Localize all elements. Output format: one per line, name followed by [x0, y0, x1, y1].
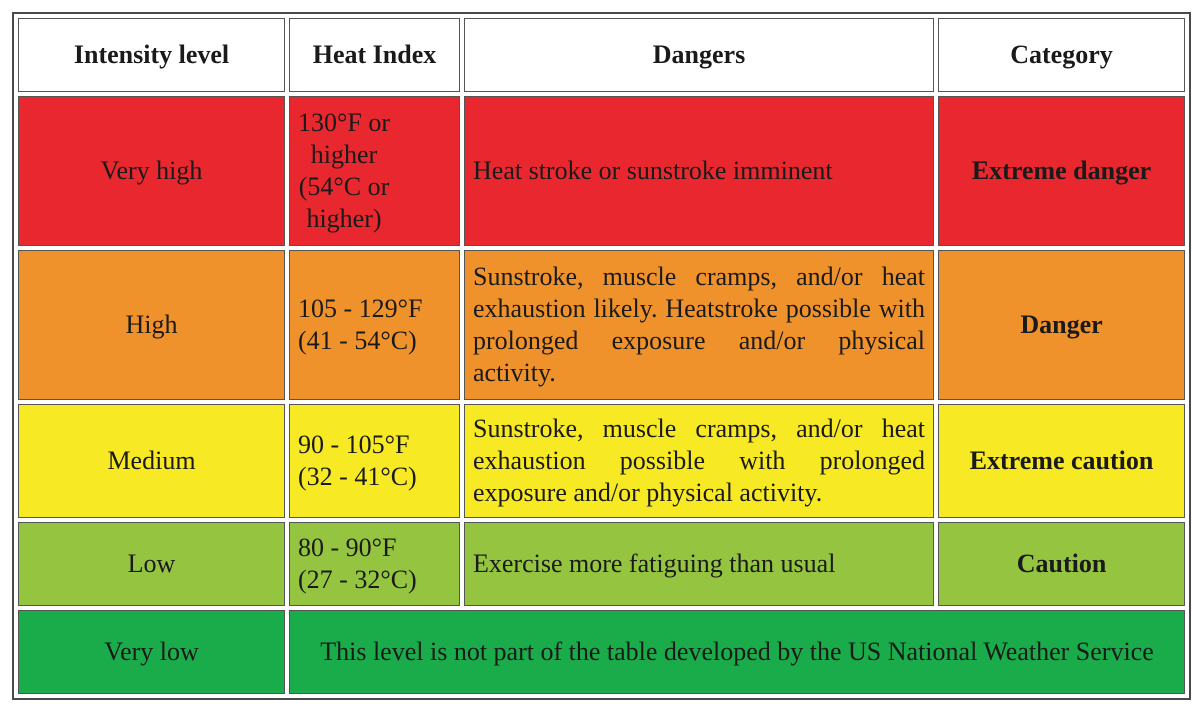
category-cell: Extreme danger [938, 96, 1185, 246]
dangers-cell: Exercise more fatiguing than usual [464, 522, 934, 606]
intensity-level-cell: Medium [18, 404, 285, 518]
intensity-level-cell: High [18, 250, 285, 400]
table-row: High 105 - 129°F (41 - 54°C) Sunstroke, … [18, 250, 1185, 400]
very-low-note: This level is not part of the table deve… [289, 610, 1185, 694]
heat-index-value: 130°F or higher (54°C or higher) [298, 107, 390, 235]
intensity-level-cell: Very low [18, 610, 285, 694]
heat-index-line: 90 - 105°F [298, 430, 410, 459]
heat-index-cell: 90 - 105°F (32 - 41°C) [289, 404, 460, 518]
heat-index-cell: 105 - 129°F (41 - 54°C) [289, 250, 460, 400]
header-row: Intensity level Heat Index Dangers Categ… [18, 18, 1185, 92]
header-category: Category [938, 18, 1185, 92]
dangers-cell: Sunstroke, muscle cramps, and/or heat ex… [464, 404, 934, 518]
heat-index-line: 130°F or [298, 108, 391, 137]
heat-index-table: Intensity level Heat Index Dangers Categ… [12, 12, 1191, 700]
heat-index-line: (32 - 41°C) [298, 462, 417, 491]
header-heat-index: Heat Index [289, 18, 460, 92]
header-intensity-level: Intensity level [18, 18, 285, 92]
intensity-level-cell: Very high [18, 96, 285, 246]
heat-index-line: higher) [306, 204, 382, 233]
heat-index-line: 105 - 129°F [298, 294, 423, 323]
table-row-very-low: Very low This level is not part of the t… [18, 610, 1185, 694]
dangers-cell: Sunstroke, muscle cramps, and/or heat ex… [464, 250, 934, 400]
table-row: Medium 90 - 105°F (32 - 41°C) Sunstroke,… [18, 404, 1185, 518]
heat-index-line: (54°C or [298, 172, 390, 201]
table-row: Very high 130°F or higher (54°C or highe… [18, 96, 1185, 246]
header-dangers: Dangers [464, 18, 934, 92]
heat-index-line: higher [310, 140, 378, 169]
heat-index-line: 80 - 90°F [298, 533, 397, 562]
heat-index-cell: 130°F or higher (54°C or higher) [289, 96, 460, 246]
category-cell: Extreme caution [938, 404, 1185, 518]
heat-index-line: (41 - 54°C) [298, 326, 417, 355]
dangers-cell: Heat stroke or sunstroke imminent [464, 96, 934, 246]
heat-index-line: (27 - 32°C) [298, 565, 417, 594]
intensity-level-cell: Low [18, 522, 285, 606]
category-cell: Caution [938, 522, 1185, 606]
heat-index-cell: 80 - 90°F (27 - 32°C) [289, 522, 460, 606]
category-cell: Danger [938, 250, 1185, 400]
table-row: Low 80 - 90°F (27 - 32°C) Exercise more … [18, 522, 1185, 606]
